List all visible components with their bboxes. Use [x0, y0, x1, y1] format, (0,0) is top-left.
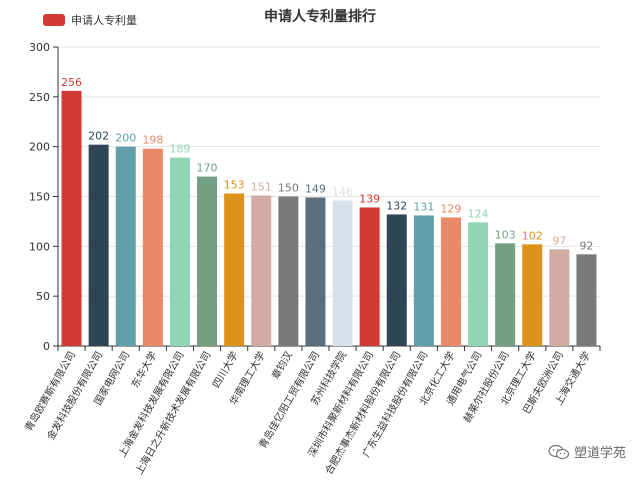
- bar: [522, 244, 543, 346]
- data-label: 170: [197, 162, 218, 175]
- data-label: 149: [305, 182, 326, 195]
- data-label: 124: [468, 207, 489, 220]
- data-label: 103: [495, 228, 516, 241]
- bar: [386, 214, 407, 346]
- y-tick-label: 50: [36, 290, 50, 303]
- data-label: 97: [552, 234, 566, 247]
- bar: [197, 176, 218, 346]
- data-label: 146: [332, 185, 353, 198]
- data-label: 189: [169, 143, 190, 156]
- data-label: 200: [115, 132, 136, 145]
- y-tick-label: 0: [43, 340, 50, 353]
- bar: [115, 146, 136, 346]
- data-label: 129: [440, 202, 461, 215]
- y-tick-label: 100: [29, 240, 50, 253]
- x-tick-label: 东华大学: [128, 349, 159, 390]
- bar: [413, 215, 434, 346]
- bar: [142, 148, 163, 346]
- bar: [88, 144, 109, 346]
- bar: [305, 197, 326, 346]
- data-label: 151: [251, 181, 272, 194]
- bar: [332, 200, 353, 346]
- y-tick-label: 200: [29, 141, 50, 154]
- y-tick-label: 150: [29, 191, 50, 204]
- x-tick-label: 四川大学: [209, 349, 240, 390]
- x-tick-label: 章钧汉: [269, 349, 295, 381]
- data-label: 153: [224, 179, 245, 192]
- watermark: 塑道学苑: [548, 442, 626, 461]
- data-label: 139: [359, 192, 380, 205]
- bar: [359, 207, 380, 346]
- y-tick-label: 300: [29, 41, 50, 54]
- watermark-text: 塑道学苑: [573, 446, 626, 461]
- legend[interactable]: 申请人专利量: [43, 12, 137, 28]
- data-label: 256: [61, 76, 82, 89]
- data-label: 131: [413, 200, 434, 213]
- data-label: 132: [386, 199, 407, 212]
- bar: [61, 90, 82, 346]
- y-tick-label: 250: [29, 91, 50, 104]
- bar: [251, 195, 272, 346]
- x-tick-label: 青岛欧赛斯有限公司: [22, 349, 78, 433]
- legend-label: 申请人专利量: [71, 14, 137, 27]
- bar: [576, 254, 597, 346]
- bar: [549, 249, 570, 346]
- data-label: 202: [88, 130, 109, 143]
- data-label: 102: [522, 229, 543, 242]
- data-label: 92: [579, 239, 593, 252]
- wechat-icon: [548, 444, 570, 459]
- chart-title: 申请人专利量排行: [264, 9, 376, 25]
- bar: [224, 193, 245, 346]
- bar: [495, 243, 516, 346]
- legend-swatch: [43, 14, 65, 26]
- bar: [169, 157, 190, 346]
- bar: [278, 196, 299, 346]
- data-label: 198: [142, 134, 163, 147]
- data-label: 150: [278, 182, 299, 195]
- bar: [440, 217, 461, 346]
- bar: [468, 222, 489, 346]
